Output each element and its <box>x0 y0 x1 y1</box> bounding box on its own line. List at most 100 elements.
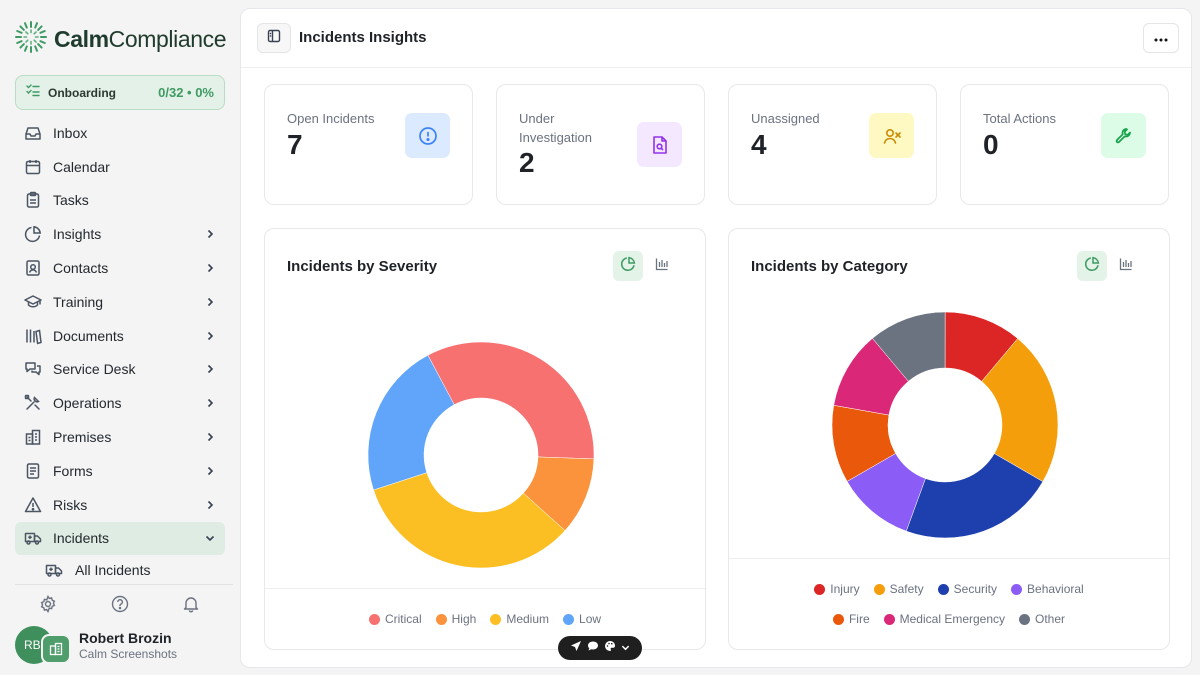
logo-icon <box>14 20 48 59</box>
onboarding-progress-text: 0/32 • 0% <box>158 85 214 100</box>
user-profile[interactable]: RB Robert Brozin Calm Screenshots <box>15 626 177 664</box>
sidebar-item-label: Documents <box>53 327 124 344</box>
legend-label: Behavioral <box>1027 582 1084 596</box>
main-panel: Incidents Insights Open Incidents 7 Unde… <box>240 8 1192 668</box>
sidebar-item-premises[interactable]: Premises <box>15 420 225 454</box>
page-header: Incidents Insights <box>241 9 1191 68</box>
legend-swatch <box>937 583 949 595</box>
floating-toolbar[interactable] <box>558 636 642 660</box>
chevron-right-icon <box>203 261 217 275</box>
legend-item-behavioral[interactable]: Behavioral <box>1011 582 1084 596</box>
chevron-right-icon <box>203 396 217 410</box>
chart-legend: Injury Safety Security Behavioral Fire Medica… <box>729 582 1169 626</box>
settings-icon[interactable] <box>38 594 58 614</box>
chart-card-severity: Incidents by Severity Critical High Medium… <box>264 228 706 650</box>
sidebar-item-incidents[interactable]: Incidents <box>15 521 225 556</box>
legend-item-high[interactable]: High <box>435 612 476 626</box>
sidebar-item-service-desk[interactable]: Service Desk <box>15 353 225 387</box>
legend-label: Medical Emergency <box>899 612 1006 626</box>
stat-label: Total Actions <box>983 111 1056 126</box>
legend-label: Low <box>579 612 602 626</box>
sidebar-item-inbox[interactable]: Inbox <box>15 116 225 150</box>
chart-legend: Critical High Medium Low <box>265 612 705 626</box>
user-org: Calm Screenshots <box>79 646 178 661</box>
legend-item-medium[interactable]: Medium <box>490 612 549 626</box>
legend-item-other[interactable]: Other <box>1019 612 1065 626</box>
legend-label: Safety <box>889 582 924 596</box>
sidebar-item-training[interactable]: Training <box>15 285 225 319</box>
legend-swatch <box>814 583 826 595</box>
bell-icon[interactable] <box>181 594 201 614</box>
sidebar-item-label: Operations <box>53 395 122 412</box>
stat-value: 4 <box>751 129 767 160</box>
chat-bubble-icon[interactable] <box>587 639 599 657</box>
sidebar-item-tasks[interactable]: Tasks <box>15 184 225 218</box>
form-icon <box>23 461 43 481</box>
legend-divider <box>265 588 705 589</box>
sidebar-item-forms[interactable]: Forms <box>15 454 225 488</box>
alert-circle-icon <box>405 113 450 158</box>
app-logo[interactable]: CalmCompliance <box>14 20 227 59</box>
legend-item-injury[interactable]: Injury <box>814 582 860 596</box>
stat-card-total-actions: Total Actions 0 <box>960 84 1169 205</box>
inbox-icon <box>23 123 43 143</box>
slice-security[interactable] <box>905 453 1044 539</box>
pie-chart-icon <box>620 256 636 277</box>
slice-critical[interactable] <box>427 341 595 460</box>
palette-icon[interactable] <box>604 639 616 657</box>
help-icon[interactable] <box>110 594 130 614</box>
chevron-down-icon[interactable] <box>621 639 630 657</box>
wrench-icon <box>1101 113 1146 158</box>
sidebar-subitem-label: All Incidents <box>75 562 151 579</box>
slice-low[interactable] <box>367 354 455 491</box>
warning-icon <box>23 495 43 515</box>
sidebar-divider <box>15 584 233 585</box>
send-icon[interactable] <box>570 639 582 657</box>
legend-item-low[interactable]: Low <box>563 612 601 626</box>
sidebar-item-calendar[interactable]: Calendar <box>15 150 225 184</box>
more-horizontal-icon <box>1154 29 1168 47</box>
bar-chart-toggle-button[interactable] <box>647 251 677 281</box>
legend-label: Fire <box>848 612 870 626</box>
chevron-right-icon <box>203 498 217 512</box>
slice-safety[interactable] <box>981 338 1059 482</box>
stat-value: 0 <box>983 129 999 160</box>
sidebar-item-risks[interactable]: Risks <box>15 488 225 522</box>
slice-other[interactable] <box>872 311 946 382</box>
sidebar-item-insights[interactable]: Insights <box>15 217 225 251</box>
legend-item-security[interactable]: Security <box>937 582 997 596</box>
panel-left-icon <box>267 29 281 48</box>
chevron-right-icon <box>203 295 217 309</box>
calendar-icon <box>23 157 43 177</box>
legend-swatch <box>368 613 380 625</box>
pie-chart-toggle-button[interactable] <box>613 251 643 281</box>
page-title: Incidents Insights <box>299 29 427 46</box>
bar-chart-toggle-button[interactable] <box>1111 251 1141 281</box>
stat-value: 7 <box>287 129 303 160</box>
legend-item-fire[interactable]: Fire <box>832 612 870 626</box>
bar-chart-icon <box>655 257 669 276</box>
pie-chart-toggle-button[interactable] <box>1077 251 1107 281</box>
sidebar-item-label: Training <box>53 293 104 310</box>
sidebar-item-label: Forms <box>53 462 93 479</box>
sidebar-item-documents[interactable]: Documents <box>15 319 225 353</box>
sidebar-subitem-all-incidents[interactable]: All Incidents <box>15 555 225 585</box>
onboarding-progress[interactable]: Onboarding 0/32 • 0% <box>15 75 225 110</box>
legend-label: Injury <box>830 582 860 596</box>
chart-title: Incidents by Severity <box>287 258 438 275</box>
more-options-button[interactable] <box>1143 23 1179 53</box>
legend-label: Critical <box>384 612 422 626</box>
category-donut-chart <box>831 311 1059 539</box>
sidebar-toggle-button[interactable] <box>257 23 291 53</box>
legend-item-medical-emergency[interactable]: Medical Emergency <box>883 612 1006 626</box>
avatar-initials: RB <box>24 638 41 652</box>
legend-item-safety[interactable]: Safety <box>873 582 924 596</box>
slice-medium[interactable] <box>373 472 566 569</box>
sidebar-item-operations[interactable]: Operations <box>15 386 225 420</box>
bar-chart-icon <box>1119 257 1133 276</box>
legend-item-critical[interactable]: Critical <box>368 612 422 626</box>
chart-card-category: Incidents by Category Injury Safety Securi… <box>728 228 1170 650</box>
pie-chart-icon <box>23 224 43 244</box>
sidebar-item-label: Inbox <box>53 124 88 141</box>
sidebar-item-contacts[interactable]: Contacts <box>15 251 225 285</box>
